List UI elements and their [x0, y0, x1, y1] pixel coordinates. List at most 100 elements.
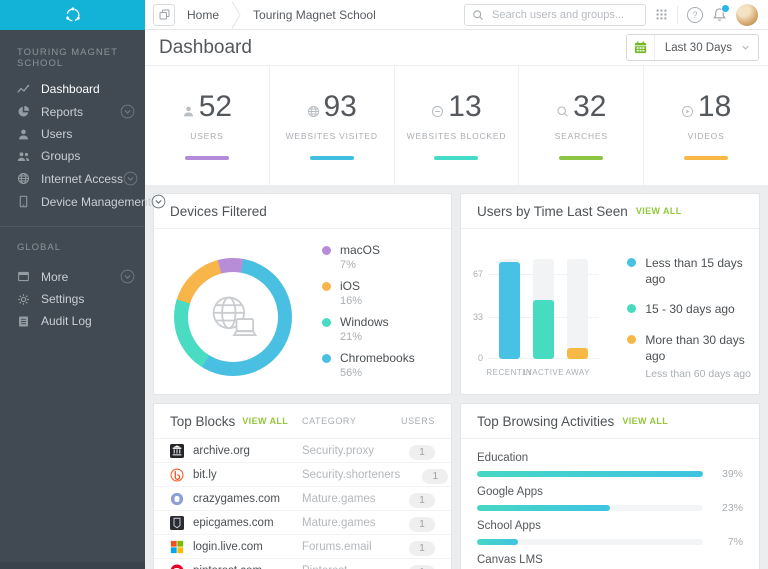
legend-item: Windows 21% [322, 315, 415, 343]
users-by-time-body: 0 33 67 RECENTLY INACTIVE AWAY Less than 15 … [461, 229, 759, 394]
site-name: pinterest.com [193, 565, 262, 569]
stat-websites-blocked: 13 WEBSITES BLOCKED [393, 66, 519, 185]
x-tick-label: INACTIVE [523, 368, 565, 377]
sidebar-global-menu: More Settings Audit Log [0, 260, 145, 332]
users-by-time-card: Users by Time Last Seen VIEW ALL 0 33 67 R… [460, 193, 760, 395]
stat-value: 93 [323, 89, 357, 123]
activity-row: School Apps 7% [477, 520, 743, 548]
apps-grid-icon[interactable] [655, 8, 668, 21]
users-count-badge: 1 [409, 444, 435, 460]
users-count-badge: 1 [409, 564, 435, 569]
activity-bar-track [477, 539, 703, 545]
view-all-link[interactable]: VIEW ALL [622, 416, 669, 426]
topbar-divider [677, 5, 678, 24]
legend-value: 21% [340, 331, 363, 343]
play-icon [681, 105, 694, 118]
x-tick-label: AWAY [565, 368, 591, 377]
pages-icon[interactable] [153, 3, 175, 26]
stat-underline [434, 155, 479, 160]
x-tick-label: RECENTLY [486, 368, 533, 377]
brand-logo-block[interactable] [0, 0, 145, 30]
sidebar-item-users[interactable]: Users [0, 123, 145, 145]
table-row[interactable]: epicgames.com Mature.games 1 [154, 511, 451, 535]
sidebar-item-reports[interactable]: Reports [0, 100, 145, 123]
stat-underline [184, 155, 229, 160]
legend-label: iOS [340, 279, 361, 293]
user-avatar[interactable] [736, 3, 758, 26]
devices-filtered-card: Devices Filtered [153, 193, 452, 395]
search-input[interactable] [490, 7, 638, 22]
site-name: crazygames.com [193, 492, 280, 505]
sidebar-item-settings[interactable]: Settings [0, 288, 145, 310]
legend-label: macOS [340, 243, 381, 257]
help-icon[interactable]: ? [687, 6, 703, 23]
site-category: Forums.email [302, 540, 372, 553]
users-count-badge: 1 [422, 468, 449, 484]
sidebar-item-label: Internet Access [41, 171, 124, 186]
crazygames-favicon [170, 492, 184, 506]
sidebar-item-internet-access[interactable]: Internet Access [0, 167, 145, 190]
sidebar-item-audit-log[interactable]: Audit Log [0, 310, 145, 332]
search-icon [556, 105, 569, 118]
legend-item: Chromebooks 56% [322, 351, 415, 379]
legend-dot [627, 258, 637, 267]
breadcrumb-home[interactable]: Home [187, 7, 220, 22]
legend-dot [627, 334, 637, 344]
stat-underline [309, 155, 354, 160]
chevron-down-icon [741, 43, 758, 52]
site-category: Security.shorteners [302, 468, 401, 481]
topbar: Home Touring Magnet School ? [145, 0, 768, 30]
sidebar-item-label: Groups [41, 149, 81, 163]
stat-underline [684, 155, 729, 160]
top-browsing-card: Top Browsing Activities VIEW ALL Educati… [460, 403, 760, 569]
site-name: archive.org [193, 444, 250, 457]
sidebar-item-groups[interactable]: Groups [0, 145, 145, 167]
table-row[interactable]: archive.org Security.proxy 1 [154, 439, 451, 463]
trend-chart-icon [17, 83, 30, 96]
chevron-down-icon[interactable] [120, 104, 135, 119]
date-range-button[interactable]: Last 30 Days [625, 34, 759, 61]
donut-center [188, 272, 278, 362]
user-icon [17, 128, 30, 141]
stat-label: VIDEOS [687, 130, 725, 141]
stat-label: USERS [190, 130, 224, 141]
stat-websites-visited: 93 WEBSITES VISITED [268, 66, 394, 185]
legend-label: Chromebooks [340, 351, 415, 365]
sidebar-item-label: Device Management [41, 194, 152, 209]
audit-list-icon [17, 315, 30, 328]
notification-dot [721, 4, 730, 13]
chevron-down-icon[interactable] [151, 194, 166, 209]
bar-inactive [533, 300, 555, 359]
card-title: Top Browsing Activities [477, 413, 615, 429]
activity-row: Canvas LMS5% [477, 554, 743, 569]
devices-legend: macOS 7% iOS 16% Windows 21% Chromebooks 56% [322, 243, 415, 387]
table-row[interactable]: Ppinterest.com Pinterest 1 [154, 559, 451, 569]
legend-item: macOS 7% [322, 243, 415, 271]
view-all-link[interactable]: VIEW ALL [242, 416, 289, 426]
legend-value: 7% [340, 259, 356, 271]
sidebar-item-more[interactable]: More [0, 265, 145, 288]
sidebar-footer [0, 562, 145, 569]
globe-icon [307, 105, 320, 118]
users-count-badge: 1 [409, 516, 435, 532]
view-all-link[interactable]: VIEW ALL [635, 206, 682, 216]
site-category: Mature.games [302, 516, 376, 529]
y-tick-label: 0 [477, 353, 483, 363]
table-row[interactable]: crazygames.com Mature.games 1 [154, 487, 451, 511]
pinterest-favicon: P [170, 564, 184, 569]
legend-item: 15 - 30 days ago [627, 301, 751, 317]
sidebar-item-label: More [41, 269, 69, 284]
chevron-down-icon[interactable] [123, 171, 138, 186]
calendar-icon [627, 35, 655, 60]
bar-track: AWAY [566, 259, 590, 377]
table-row[interactable]: login.live.com Forums.email 1 [154, 535, 451, 559]
legend-dot [322, 317, 331, 327]
notifications-bell-icon[interactable] [712, 4, 730, 22]
sidebar-item-device-management[interactable]: Device Management [0, 190, 166, 213]
bars: RECENTLY INACTIVE AWAY [486, 259, 599, 377]
table-row[interactable]: bit.ly Security.shorteners 1 [154, 463, 451, 487]
top-browsing-header: Top Browsing Activities VIEW ALL [461, 404, 759, 439]
chevron-down-icon[interactable] [120, 269, 135, 284]
sidebar-item-dashboard[interactable]: Dashboard [0, 78, 145, 100]
legend-dot [322, 245, 331, 255]
